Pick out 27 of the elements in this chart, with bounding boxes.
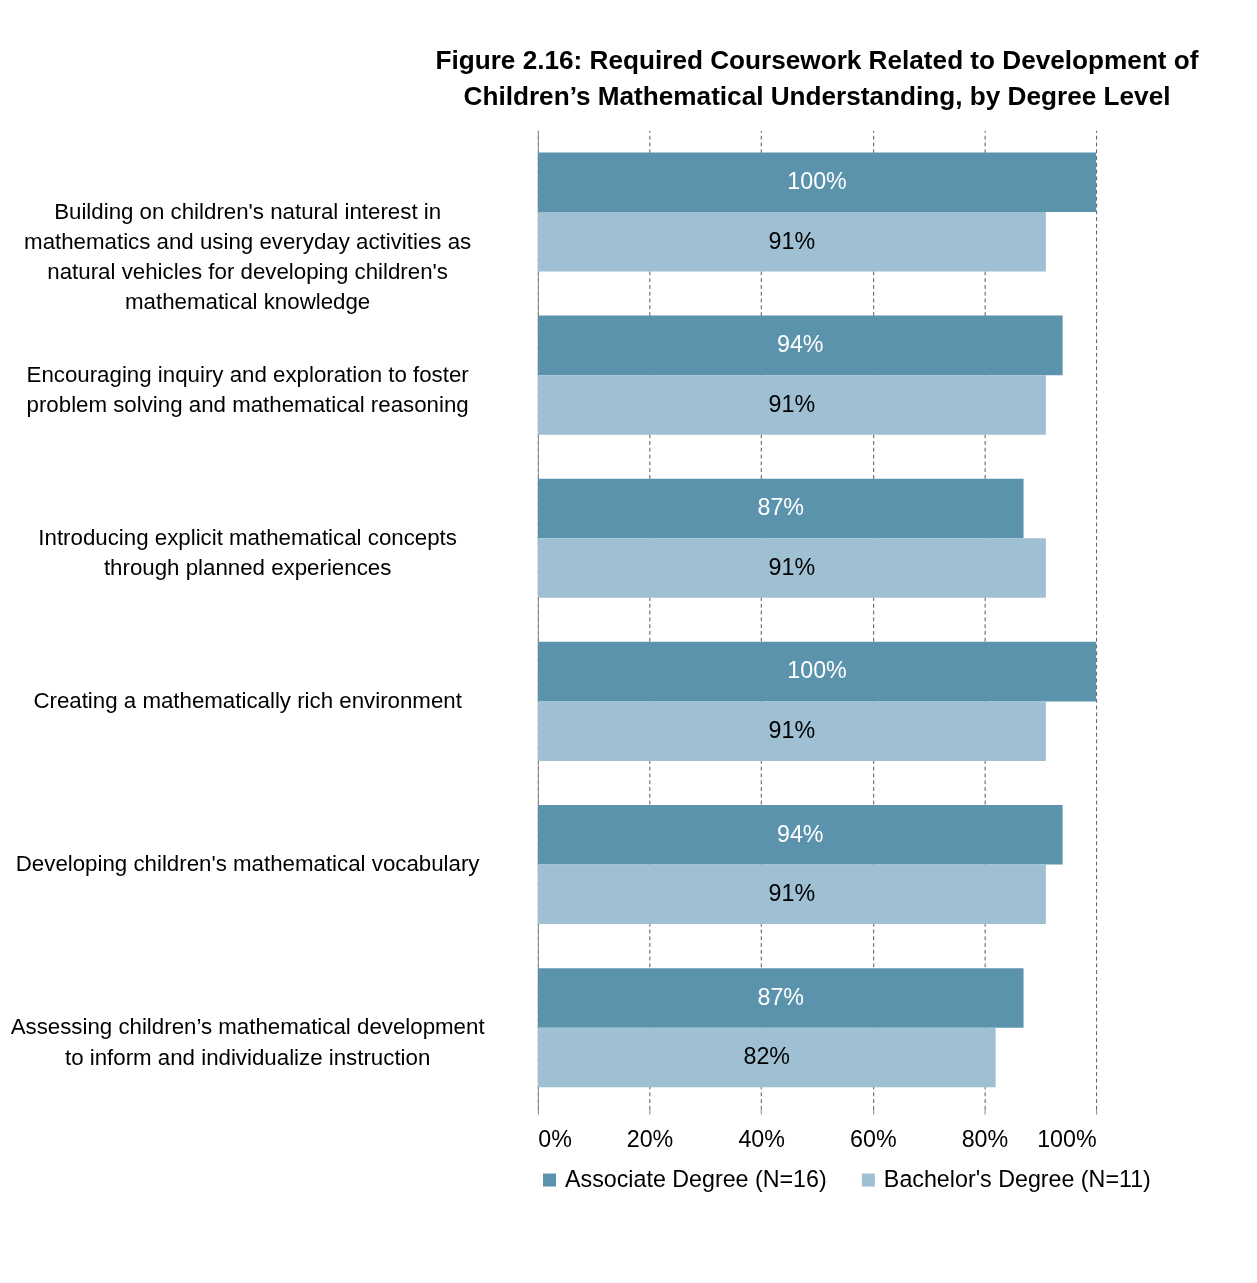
data-label: 94% [776,820,824,847]
data-label: 91% [768,880,816,907]
y-tick-label: Introducing explicit mathematical concepts through planned experiences [38,525,457,581]
x-tick-label: 40% [738,1125,785,1152]
y-tick-label: Building on children's natural interest in mathematics and using everyday activities as natural vehicles for developing children's mathematical knowledge [24,198,472,314]
chart-title: Figure 2.16: Required Coursework Related to Development of Children’s Mathematical Understanding, by Degree Level [435,45,1199,112]
data-label: 87% [757,983,804,1010]
y-tick-label: Assessing children’s mathematical development to inform and individualize instruction [10,1014,486,1070]
data-label: 87% [757,494,804,521]
data-label: 91% [768,390,816,417]
x-tick-label: 0% [538,1125,572,1152]
y-tick-label: Creating a mathematically rich environment [33,688,463,714]
data-label: 91% [768,716,816,743]
x-tick-label: 20% [626,1125,674,1152]
x-tick-label: 80% [961,1125,1009,1152]
legend-label: Associate Degree (N=16) [565,1165,827,1192]
y-tick-label: Encouraging inquiry and exploration to foster problem solving and mathematical reasoning [26,361,470,417]
x-tick-label: 100% [1037,1125,1097,1152]
data-label: 100% [787,657,847,684]
y-tick-label: Developing children's mathematical vocabulary [15,851,481,877]
data-label: 100% [787,168,847,194]
data-label: 94% [776,331,824,358]
data-label: 91% [768,553,816,580]
data-label: 91% [768,227,816,254]
x-tick-label: 60% [850,1125,897,1152]
data-label: 82% [743,1043,791,1070]
legend-label: Bachelor's Degree (N=11) [883,1165,1151,1192]
